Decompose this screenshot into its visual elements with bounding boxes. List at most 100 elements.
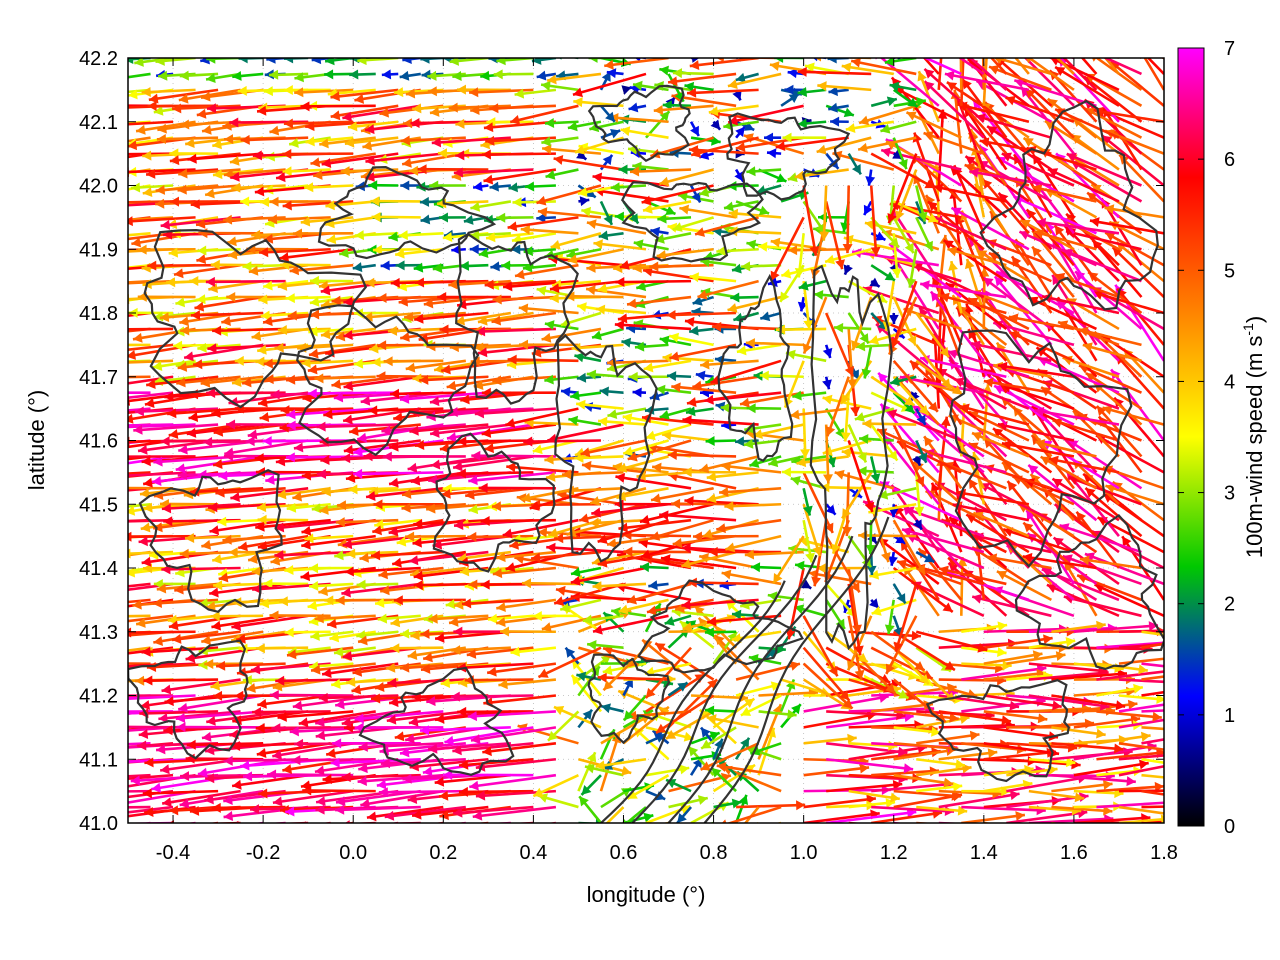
wind-vector <box>1040 455 1098 490</box>
wind-vector-shaft <box>983 742 1060 756</box>
wind-vector-shaft <box>725 534 782 551</box>
wind-vector <box>254 821 264 823</box>
wind-vector-shaft <box>916 733 980 745</box>
wind-vector-head <box>435 713 445 724</box>
wind-vector-head <box>654 791 666 801</box>
wind-vector-head <box>104 264 113 274</box>
wind-vector-head <box>94 776 103 786</box>
wind-vector-shaft <box>892 519 926 576</box>
wind-vector-head <box>409 425 419 436</box>
wind-vector-shaft <box>413 566 489 579</box>
wind-vector-head <box>171 633 182 644</box>
wind-vector-shaft <box>721 571 782 586</box>
wind-vector-shaft <box>399 662 466 670</box>
wind-vector <box>390 821 399 823</box>
wind-vector <box>502 518 579 539</box>
wind-vector <box>1141 789 1164 796</box>
wind-vector-head <box>153 522 163 533</box>
wind-vector <box>210 611 264 622</box>
wind-vector-shaft <box>409 407 489 414</box>
wind-vector-head <box>205 745 215 756</box>
wind-vector <box>1096 710 1162 722</box>
wind-vector <box>128 472 129 474</box>
wind-vector-head <box>351 684 362 695</box>
wind-vector-shaft <box>128 807 129 809</box>
wind-vector-shaft <box>803 812 880 823</box>
wind-vector <box>916 805 968 816</box>
wind-vector-head <box>453 461 463 472</box>
wind-vector-head <box>316 796 326 807</box>
wind-vector-shaft <box>1141 757 1164 764</box>
wind-vector-shaft <box>408 550 489 563</box>
wind-vector <box>390 643 444 654</box>
wind-vector <box>781 467 827 478</box>
wind-vector <box>128 502 151 508</box>
wind-vector-head <box>286 420 296 431</box>
wind-vector <box>707 614 782 627</box>
wind-vector <box>532 774 579 798</box>
wind-vector-head <box>865 544 876 555</box>
wind-vector <box>580 774 602 796</box>
wind-vector <box>128 327 129 329</box>
wind-vector <box>128 727 129 729</box>
wind-vector <box>1163 789 1164 792</box>
wind-vector-shaft <box>1096 751 1164 761</box>
wind-vector <box>256 502 309 513</box>
wind-vector-shaft <box>547 423 624 442</box>
wind-vector-shaft <box>128 630 196 634</box>
wind-vector-head <box>1052 700 1062 711</box>
wind-vector <box>143 675 219 686</box>
wind-vector <box>1118 765 1164 777</box>
wind-vector <box>1079 555 1142 570</box>
wind-vector-shaft <box>1118 754 1164 761</box>
wind-vector <box>1028 637 1076 649</box>
wind-vector <box>1141 662 1164 668</box>
wind-vector <box>128 583 129 586</box>
wind-vector-head <box>430 459 441 470</box>
wind-vector-head <box>671 498 681 509</box>
wind-vector-head <box>60 694 69 704</box>
wind-vector-shaft <box>1051 821 1060 823</box>
wind-vector-shaft <box>1141 726 1164 731</box>
wind-vector-head <box>255 723 265 734</box>
wind-vector-head <box>94 517 103 527</box>
wind-vector-head <box>957 805 968 816</box>
wind-vector-head <box>168 620 179 631</box>
wind-vector-head <box>591 507 601 518</box>
wind-vector <box>865 520 876 555</box>
wind-vector-head <box>1053 537 1064 547</box>
wind-vector-shaft <box>911 404 985 458</box>
wind-vector-head <box>916 414 926 425</box>
wind-vector-head <box>841 447 852 458</box>
wind-vector-head <box>144 827 154 837</box>
wind-vector-shaft <box>451 646 511 652</box>
wind-vector-head <box>98 265 107 275</box>
wind-vector <box>893 583 918 653</box>
wind-vector-shaft <box>846 615 873 671</box>
wind-vector-head <box>209 587 219 598</box>
wind-vector-head <box>452 745 462 756</box>
wind-vector-head <box>924 553 935 563</box>
wind-vector-head <box>772 704 783 715</box>
wind-vector-head <box>87 728 96 738</box>
wind-vector-shaft <box>252 710 331 714</box>
wind-vector-shaft <box>426 502 489 511</box>
wind-vector-head <box>623 546 633 557</box>
wind-vector <box>915 550 935 564</box>
wind-vector <box>626 582 692 605</box>
wind-vector-head <box>544 454 554 465</box>
wind-vector-shaft <box>388 471 467 486</box>
wind-vector <box>938 748 998 761</box>
wind-vector-head <box>301 470 312 481</box>
wind-vector-shaft <box>128 805 151 809</box>
wind-vector-head <box>1049 455 1059 466</box>
wind-vector-head <box>132 599 142 610</box>
wind-vector-head <box>1002 462 1013 472</box>
wind-vector-head <box>677 682 688 692</box>
wind-vector-head <box>96 410 105 420</box>
wind-vector <box>547 710 580 742</box>
wind-vector-head <box>719 486 729 497</box>
wind-vector <box>457 436 534 447</box>
wind-vector <box>408 550 489 566</box>
wind-vector-shaft <box>871 769 940 777</box>
